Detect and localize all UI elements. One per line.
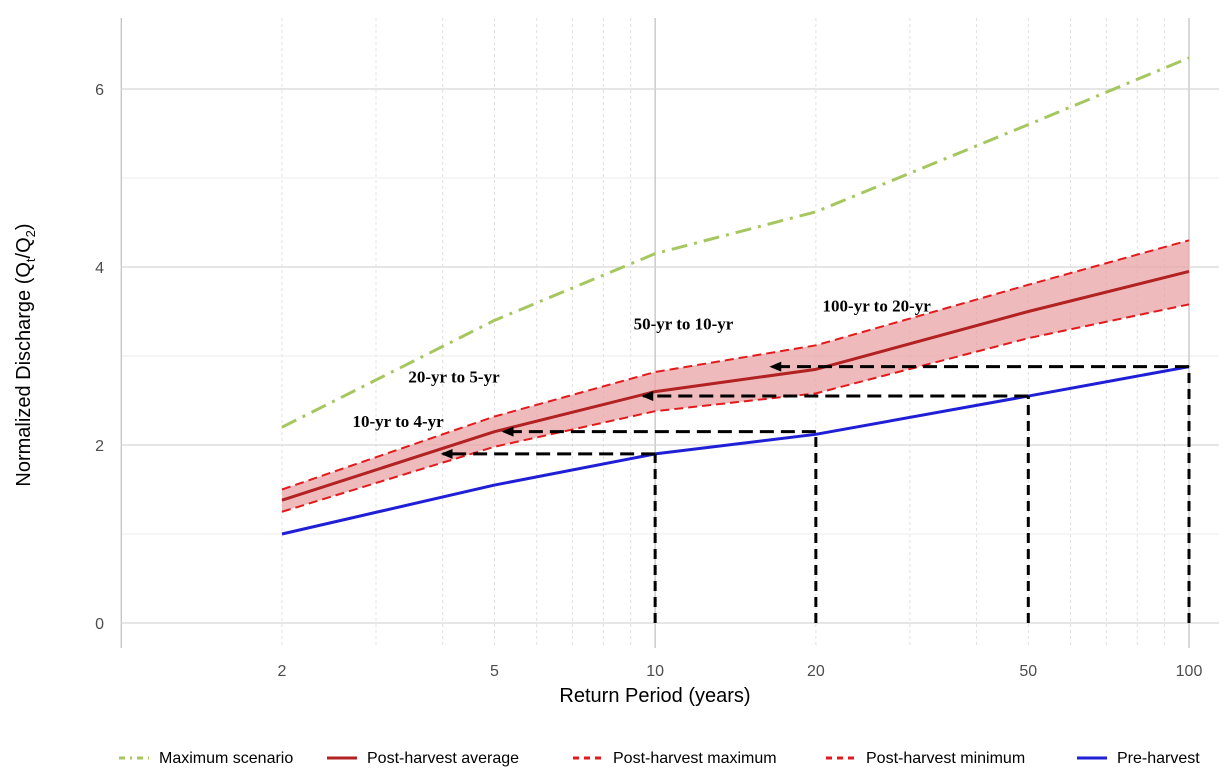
arrow-layer: 10-yr to 4-yr 20-yr to 5-yr 50-yr to 10-yr… xyxy=(352,297,1191,623)
x-axis-title: Return Period (years) xyxy=(559,685,750,707)
legend-label: Maximum scenario xyxy=(159,750,293,767)
x-tick-label: 10 xyxy=(646,663,664,680)
shift-label: 50-yr to 10-yr xyxy=(634,314,734,333)
shift-label: 100-yr to 20-yr xyxy=(823,297,932,316)
confidence-ribbon xyxy=(282,240,1189,512)
x-tick-label: 100 xyxy=(1176,663,1203,680)
ribbon-layer xyxy=(282,240,1189,512)
x-tick-label: 2 xyxy=(278,663,287,680)
legend: Maximum scenario Post-harvest average Post… xyxy=(119,750,1200,767)
y-tick-label: 4 xyxy=(95,260,104,277)
shift-label: 20-yr to 5-yr xyxy=(408,368,500,387)
series-maximum-scenario xyxy=(281,56,1190,429)
series-pre-harvest xyxy=(281,365,1190,536)
y-tick-label: 2 xyxy=(95,438,104,455)
y-tick-label: 6 xyxy=(95,82,104,99)
grid-minor xyxy=(121,18,1219,648)
x-tick-label: 20 xyxy=(807,663,825,680)
y-axis-title: Normalized Discharge (Qt/Q2) xyxy=(13,223,38,486)
legend-label: Post-harvest minimum xyxy=(866,750,1025,767)
legend-label: Post-harvest maximum xyxy=(613,750,777,767)
x-tick-label: 50 xyxy=(1019,663,1037,680)
x-tick-label: 5 xyxy=(490,663,499,680)
series-post-harvest-maximum xyxy=(281,239,1190,491)
series-layer xyxy=(281,56,1190,536)
series-post-harvest-minimum xyxy=(281,303,1190,513)
tick-layer: 2 5 10 20 50 100 0 2 4 6 xyxy=(95,82,1202,680)
shift-label: 10-yr to 4-yr xyxy=(352,412,444,431)
legend-label: Post-harvest average xyxy=(367,750,519,767)
series-post-harvest-average xyxy=(281,269,1190,502)
y-tick-label: 0 xyxy=(95,616,104,633)
legend-label: Pre-harvest xyxy=(1117,750,1200,767)
